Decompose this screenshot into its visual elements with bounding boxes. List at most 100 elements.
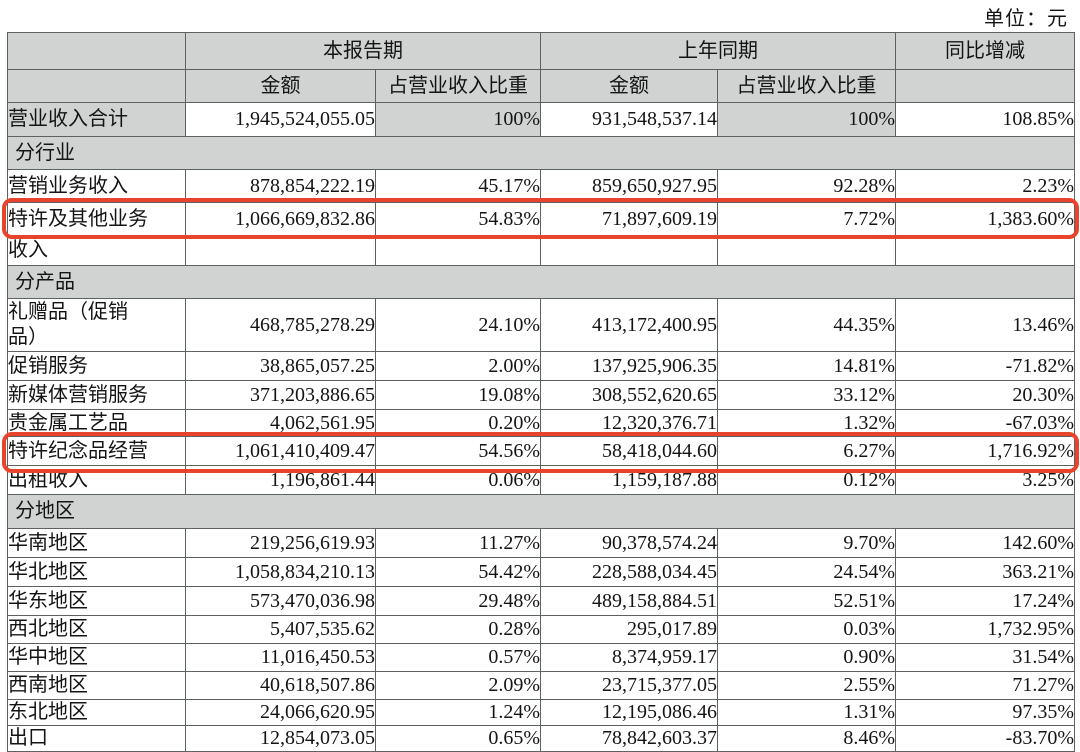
subheader-corner-cell — [7, 69, 186, 103]
cell-amount-current: 12,854,073.05 — [185, 725, 376, 752]
table-row-northwest: 西北地区 5,407,535.62 0.28% 295,017.89 0.03%… — [7, 615, 1075, 644]
cell-ratio-current: 0.06% — [375, 465, 541, 495]
cell-ratio-prior: 52.51% — [717, 586, 896, 616]
row-label: 贵金属工艺品 — [7, 409, 186, 437]
cell-yoy: 20.30% — [895, 380, 1075, 410]
row-label: 营销业务收入 — [7, 169, 186, 203]
cell-yoy: 31.54% — [895, 643, 1075, 672]
section-row-by-industry: 分行业 — [7, 136, 1075, 170]
row-label: 新媒体营销服务 — [7, 380, 186, 410]
cell-amount-current: 878,854,222.19 — [185, 169, 376, 203]
table-row-marketing-business: 营销业务收入 878,854,222.19 45.17% 859,650,927… — [7, 169, 1075, 203]
header-group-row: 本报告期 上年同期 同比增减 — [7, 32, 1075, 70]
cell-amount-prior: 78,842,603.37 — [540, 725, 718, 752]
cell-amount-current: 5,407,535.62 — [185, 615, 376, 644]
cell-ratio-prior: 6.27% — [717, 436, 896, 466]
cell-ratio-prior: 7.72% — [717, 202, 896, 236]
cell-amount-prior: 413,172,400.95 — [540, 298, 718, 352]
cell-ratio-current: 11.27% — [375, 528, 541, 558]
header-current-period: 本报告期 — [185, 32, 541, 70]
cell-amount-prior: 859,650,927.95 — [540, 169, 718, 203]
section-row-by-region: 分地区 — [7, 494, 1075, 529]
cell-ratio-current: 54.56% — [375, 436, 541, 466]
cell-amount-prior: 228,588,034.45 — [540, 557, 718, 587]
table-row-southwest: 西南地区 40,618,507.86 2.09% 23,715,377.05 2… — [7, 671, 1075, 700]
cell-amount-current: 38,865,057.25 — [185, 351, 376, 381]
header-corner-cell — [7, 32, 186, 70]
cell-ratio-current: 1.24% — [375, 699, 541, 726]
cell-ratio-prior: 24.54% — [717, 557, 896, 587]
cell-ratio-prior: 8.46% — [717, 725, 896, 752]
cell-amount-current: 1,058,834,210.13 — [185, 557, 376, 587]
cell-ratio-current: 45.17% — [375, 169, 541, 203]
table-row-franchise-other-business: 特许及其他业务 1,066,669,832.86 54.83% 71,897,6… — [7, 202, 1075, 236]
cell-yoy: 1,383.60% — [895, 202, 1075, 236]
cell-ratio-current: 19.08% — [375, 380, 541, 410]
row-label: 华北地区 — [7, 557, 186, 587]
cell-amount-prior: 12,195,086.46 — [540, 699, 718, 726]
cell-yoy: -71.82% — [895, 351, 1075, 381]
cell-ratio-prior: 92.28% — [717, 169, 896, 203]
cell-yoy — [895, 235, 1075, 266]
table-row-central-china: 华中地区 11,016,450.53 0.57% 8,374,959.17 0.… — [7, 643, 1075, 672]
cell-ratio-current: 54.42% — [375, 557, 541, 587]
table-row-north-china: 华北地区 1,058,834,210.13 54.42% 228,588,034… — [7, 557, 1075, 587]
row-label: 促销服务 — [7, 351, 186, 381]
cell-ratio-current: 100% — [375, 102, 541, 137]
revenue-breakdown-table-wrap: 本报告期 上年同期 同比增减 金额 占营业收入比重 金额 占营业收入比重 营业收… — [2, 32, 1079, 752]
cell-ratio-prior: 1.31% — [717, 699, 896, 726]
subheader-ratio-current: 占营业收入比重 — [375, 69, 541, 103]
cell-ratio-prior: 0.12% — [717, 465, 896, 495]
table-row-east-china: 华东地区 573,470,036.98 29.48% 489,158,884.5… — [7, 586, 1075, 616]
cell-ratio-current: 54.83% — [375, 202, 541, 236]
cell-amount-prior: 1,159,187.88 — [540, 465, 718, 495]
cell-yoy: 142.60% — [895, 528, 1075, 558]
cell-ratio-current: 2.00% — [375, 351, 541, 381]
cell-ratio-prior — [717, 235, 896, 266]
cell-ratio-current: 0.57% — [375, 643, 541, 672]
cell-ratio-current: 0.28% — [375, 615, 541, 644]
header-prior-period: 上年同期 — [540, 32, 896, 70]
subheader-amount-current: 金额 — [185, 69, 376, 103]
subheader-amount-prior: 金额 — [540, 69, 718, 103]
cell-ratio-current: 2.09% — [375, 671, 541, 700]
cell-ratio-prior: 0.90% — [717, 643, 896, 672]
cell-yoy: 71.27% — [895, 671, 1075, 700]
cell-amount-current: 1,196,861.44 — [185, 465, 376, 495]
header-sub-row: 金额 占营业收入比重 金额 占营业收入比重 — [7, 69, 1075, 103]
cell-amount-current: 371,203,886.65 — [185, 380, 376, 410]
cell-amount-prior: 58,418,044.60 — [540, 436, 718, 466]
table-row-total-revenue: 营业收入合计 1,945,524,055.05 100% 931,548,537… — [7, 102, 1075, 137]
row-label: 出租收入 — [7, 465, 186, 495]
section-label: 分产品 — [7, 265, 1075, 299]
cell-ratio-prior: 0.03% — [717, 615, 896, 644]
row-label: 华东地区 — [7, 586, 186, 616]
cell-amount-current: 219,256,619.93 — [185, 528, 376, 558]
cell-amount-current: 4,062,561.95 — [185, 409, 376, 437]
cell-ratio-prior: 100% — [717, 102, 896, 137]
row-label: 西北地区 — [7, 615, 186, 644]
cell-yoy: 3.25% — [895, 465, 1075, 495]
cell-amount-prior — [540, 235, 718, 266]
cell-amount-current: 40,618,507.86 — [185, 671, 376, 700]
row-label: 营业收入合计 — [7, 102, 186, 137]
cell-amount-current: 24,066,620.95 — [185, 699, 376, 726]
cell-amount-prior: 12,320,376.71 — [540, 409, 718, 437]
table-row-gifts-promotional: 礼赠品（促销 品） 468,785,278.29 24.10% 413,172,… — [7, 298, 1075, 352]
header-yoy-change: 同比增减 — [895, 32, 1075, 70]
cell-yoy: 1,732.95% — [895, 615, 1075, 644]
cell-yoy: 363.21% — [895, 557, 1075, 587]
section-label: 分行业 — [7, 136, 1075, 170]
cell-amount-prior: 23,715,377.05 — [540, 671, 718, 700]
cell-ratio-prior: 14.81% — [717, 351, 896, 381]
cell-amount-prior: 8,374,959.17 — [540, 643, 718, 672]
table-row-precious-metal-crafts: 贵金属工艺品 4,062,561.95 0.20% 12,320,376.71 … — [7, 409, 1075, 437]
cell-amount-current: 11,016,450.53 — [185, 643, 376, 672]
row-label: 特许及其他业务 — [7, 202, 186, 236]
cell-yoy: 17.24% — [895, 586, 1075, 616]
cell-amount-prior: 489,158,884.51 — [540, 586, 718, 616]
subheader-ratio-prior: 占营业收入比重 — [717, 69, 896, 103]
cell-ratio-current: 0.65% — [375, 725, 541, 752]
cell-amount-prior: 308,552,620.65 — [540, 380, 718, 410]
table-row-franchise-souvenir: 特许纪念品经营 1,061,410,409.47 54.56% 58,418,0… — [7, 436, 1075, 466]
